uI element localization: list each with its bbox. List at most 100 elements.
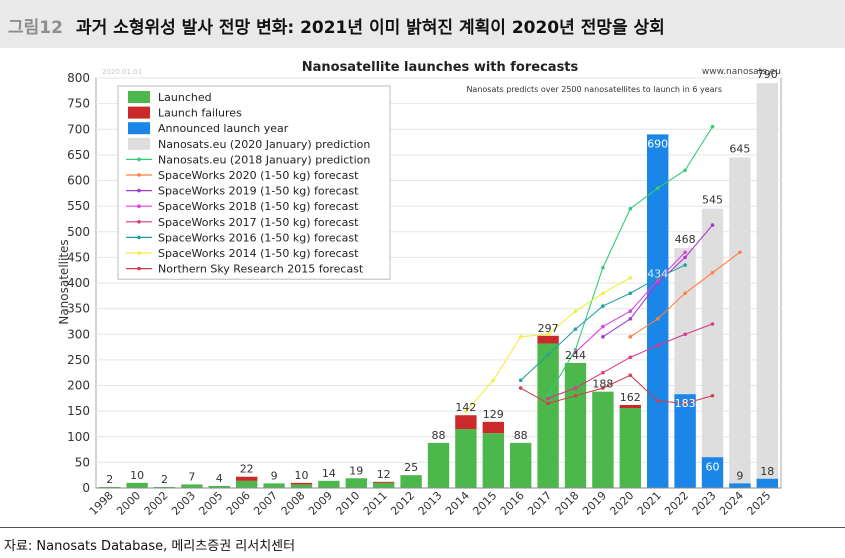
forecast-point — [655, 276, 660, 280]
watermark-date: 2020.01.01 — [102, 68, 142, 76]
prediction-value-label: 645 — [729, 142, 750, 155]
legend-marker — [137, 220, 141, 224]
y-axis-label: Nanosatellites — [57, 239, 71, 324]
launched-value-label: 14 — [322, 467, 336, 480]
forecast-point — [710, 223, 715, 227]
launched-bar — [263, 483, 285, 488]
failure-bar — [455, 415, 477, 430]
forecast-point — [628, 355, 633, 360]
legend-label: Launch failures — [158, 107, 242, 120]
y-tick-label: 750 — [67, 97, 90, 111]
forecast-point — [601, 386, 605, 390]
launched-value-label: 7 — [188, 470, 195, 483]
launched-bar — [290, 484, 313, 488]
forecast-point — [518, 378, 523, 383]
legend-label: SpaceWorks 2016 (1-50 kg) forecast — [158, 231, 359, 244]
announced-value-label: 690 — [647, 137, 668, 150]
launched-value-label: 12 — [377, 468, 391, 481]
forecast-point — [601, 335, 605, 339]
y-tick-label: 650 — [67, 148, 90, 162]
legend-label: Launched — [158, 91, 212, 104]
y-tick-label: 800 — [67, 71, 90, 85]
legend-marker — [137, 266, 141, 271]
legend-swatch — [128, 122, 150, 135]
forecast-point — [573, 386, 578, 390]
launched-value-label: 9 — [271, 469, 278, 482]
forecast-point — [628, 317, 633, 321]
forecast-point — [683, 291, 687, 296]
launched-bar — [318, 480, 340, 488]
forecast-point — [710, 393, 715, 398]
x-tick-label: 2003 — [169, 489, 198, 518]
legend-label: SpaceWorks 2019 (1-50 kg) forecast — [158, 185, 359, 198]
forecast-point — [628, 276, 633, 280]
failure-bar — [537, 335, 559, 344]
forecast-point — [573, 347, 578, 352]
x-tick-label: 2000 — [114, 489, 143, 518]
x-tick-label: 2006 — [224, 489, 253, 518]
forecast-point — [628, 291, 633, 296]
forecast-point — [601, 370, 605, 375]
prediction-bar — [729, 157, 751, 488]
launched-value-label: 22 — [240, 463, 254, 476]
forecast-point — [546, 352, 550, 357]
forecast-point — [573, 327, 578, 331]
legend-label: Northern Sky Research 2015 forecast — [158, 263, 364, 276]
forecast-point — [738, 250, 742, 255]
x-tick-label: 2024 — [717, 489, 746, 518]
x-tick-label: 2019 — [580, 489, 609, 518]
legend-label: SpaceWorks 2017 (1-50 kg) forecast — [158, 216, 359, 229]
divider-rule — [0, 527, 845, 528]
launched-bar — [482, 433, 504, 488]
x-tick-label: 2023 — [690, 489, 719, 518]
launched-value-label: 142 — [455, 401, 476, 414]
chart-title: Nanosatellite launches with forecasts — [302, 60, 579, 75]
forecast-point — [683, 250, 687, 255]
site-label: www.nanosats.eu — [702, 67, 781, 77]
x-tick-label: 2013 — [416, 489, 445, 518]
y-tick-label: 150 — [67, 404, 90, 418]
legend-swatch — [128, 137, 150, 150]
chart-svg: 2020.01.01 Nanosatellite launches with f… — [57, 60, 782, 518]
prediction-bar — [756, 83, 778, 488]
x-tick-label: 2017 — [525, 489, 554, 518]
launched-value-label: 162 — [620, 391, 641, 404]
launched-value-label: 244 — [565, 349, 586, 362]
launched-value-label: 10 — [130, 469, 144, 482]
forecast-point — [710, 322, 715, 326]
x-tick-label: 2025 — [744, 489, 773, 518]
forecast-point — [710, 124, 715, 129]
forecast-point — [601, 324, 605, 329]
failure-bar — [290, 482, 313, 485]
failure-bar — [482, 421, 504, 434]
failure-bar — [236, 476, 258, 481]
y-tick-label: 700 — [67, 122, 90, 136]
legend-label: SpaceWorks 2018 (1-50 kg) forecast — [158, 200, 359, 213]
forecast-point — [683, 255, 687, 260]
legend-label: Announced launch year — [158, 122, 289, 135]
legend-label: Nanosats.eu (2020 January) prediction — [158, 138, 370, 151]
launched-bar — [510, 442, 532, 488]
prediction-value-label: 468 — [675, 233, 696, 246]
launched-bar — [619, 408, 641, 488]
forecast-point — [655, 343, 660, 348]
announced-value-label: 18 — [760, 465, 774, 478]
launched-value-label: 2 — [161, 473, 168, 486]
launched-value-label: 88 — [432, 429, 446, 442]
legend-swatch — [128, 106, 150, 119]
forecast-point — [546, 396, 550, 401]
launched-value-label: 19 — [349, 464, 363, 477]
x-tick-label: 1998 — [87, 489, 116, 518]
y-tick-label: 50 — [75, 455, 90, 469]
legend-label: Nanosats.eu (2018 January) prediction — [158, 153, 370, 166]
forecast-point — [710, 270, 715, 275]
legend-swatch — [128, 91, 150, 103]
launched-bar — [99, 486, 121, 488]
x-tick-label: 2015 — [470, 489, 499, 518]
forecast-point — [655, 317, 660, 321]
launched-bar — [236, 480, 258, 488]
x-tick-label: 2002 — [142, 489, 171, 518]
launched-value-label: 10 — [295, 469, 309, 482]
legend-marker — [137, 235, 141, 240]
forecast-point — [464, 409, 468, 413]
